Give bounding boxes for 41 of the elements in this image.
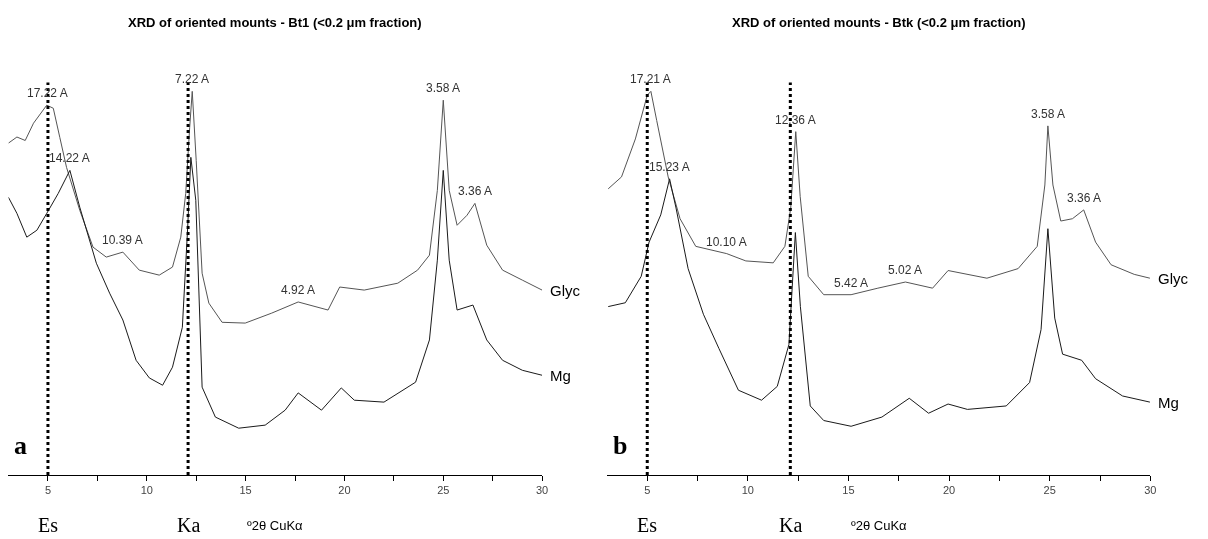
- ref-line-label: Es: [637, 514, 658, 536]
- x-tick-label: 20: [942, 484, 956, 497]
- x-tick-label: 20: [338, 484, 351, 497]
- annotation: a: [14, 431, 27, 460]
- x-tick-label: 30: [535, 484, 549, 497]
- annotation: 3.36 A: [1067, 191, 1102, 205]
- x-tick-label: 30: [1144, 484, 1157, 497]
- x-axis-title: º2θ CuKα: [851, 518, 908, 533]
- annotation: 3.58 A: [1031, 107, 1066, 121]
- annotation: 12.36 A: [775, 113, 816, 127]
- x-tick-label: 15: [842, 484, 855, 497]
- annotation: 10.10 A: [706, 235, 747, 249]
- series-label: Glyc: [1158, 270, 1189, 287]
- annotation: 3.36 A: [458, 184, 493, 198]
- chart-title: XRD of oriented mounts - Btk (<0.2 μm fraction): [732, 15, 1026, 30]
- x-tick-label: 5: [44, 484, 52, 497]
- annotation: 3.58 A: [426, 81, 461, 95]
- annotation: 4.92 A: [281, 283, 316, 297]
- annotation: 17.22 A: [27, 86, 68, 100]
- annotation: b: [613, 431, 628, 460]
- x-tick-label: 10: [140, 484, 153, 497]
- x-tick-label: 25: [1043, 484, 1056, 497]
- x-axis-title: º2θ CuKα: [247, 518, 304, 533]
- series-label: Mg: [550, 367, 571, 384]
- x-tick-label: 5: [644, 484, 651, 497]
- x-tick-label: 15: [239, 484, 252, 497]
- annotation: 14.22 A: [49, 151, 90, 165]
- series-label: Mg: [1158, 394, 1179, 411]
- ref-line-label: Ka: [177, 514, 201, 536]
- chart-title: XRD of oriented mounts - Bt1 (<0.2 μm fraction): [128, 15, 422, 30]
- annotation: 5.02 A: [888, 263, 923, 277]
- x-tick-label: 25: [437, 484, 450, 497]
- annotation: 15.23 A: [649, 160, 690, 174]
- annotation: 7.22 A: [175, 72, 210, 86]
- annotation: 10.39 A: [102, 233, 143, 247]
- ref-line-label: Es: [38, 514, 59, 536]
- annotation: 17.21 A: [630, 72, 671, 86]
- series-label: Glyc: [550, 282, 581, 299]
- ref-line-label: Ka: [779, 514, 803, 536]
- annotation: 5.42 A: [834, 276, 869, 290]
- x-tick-label: 10: [741, 484, 754, 497]
